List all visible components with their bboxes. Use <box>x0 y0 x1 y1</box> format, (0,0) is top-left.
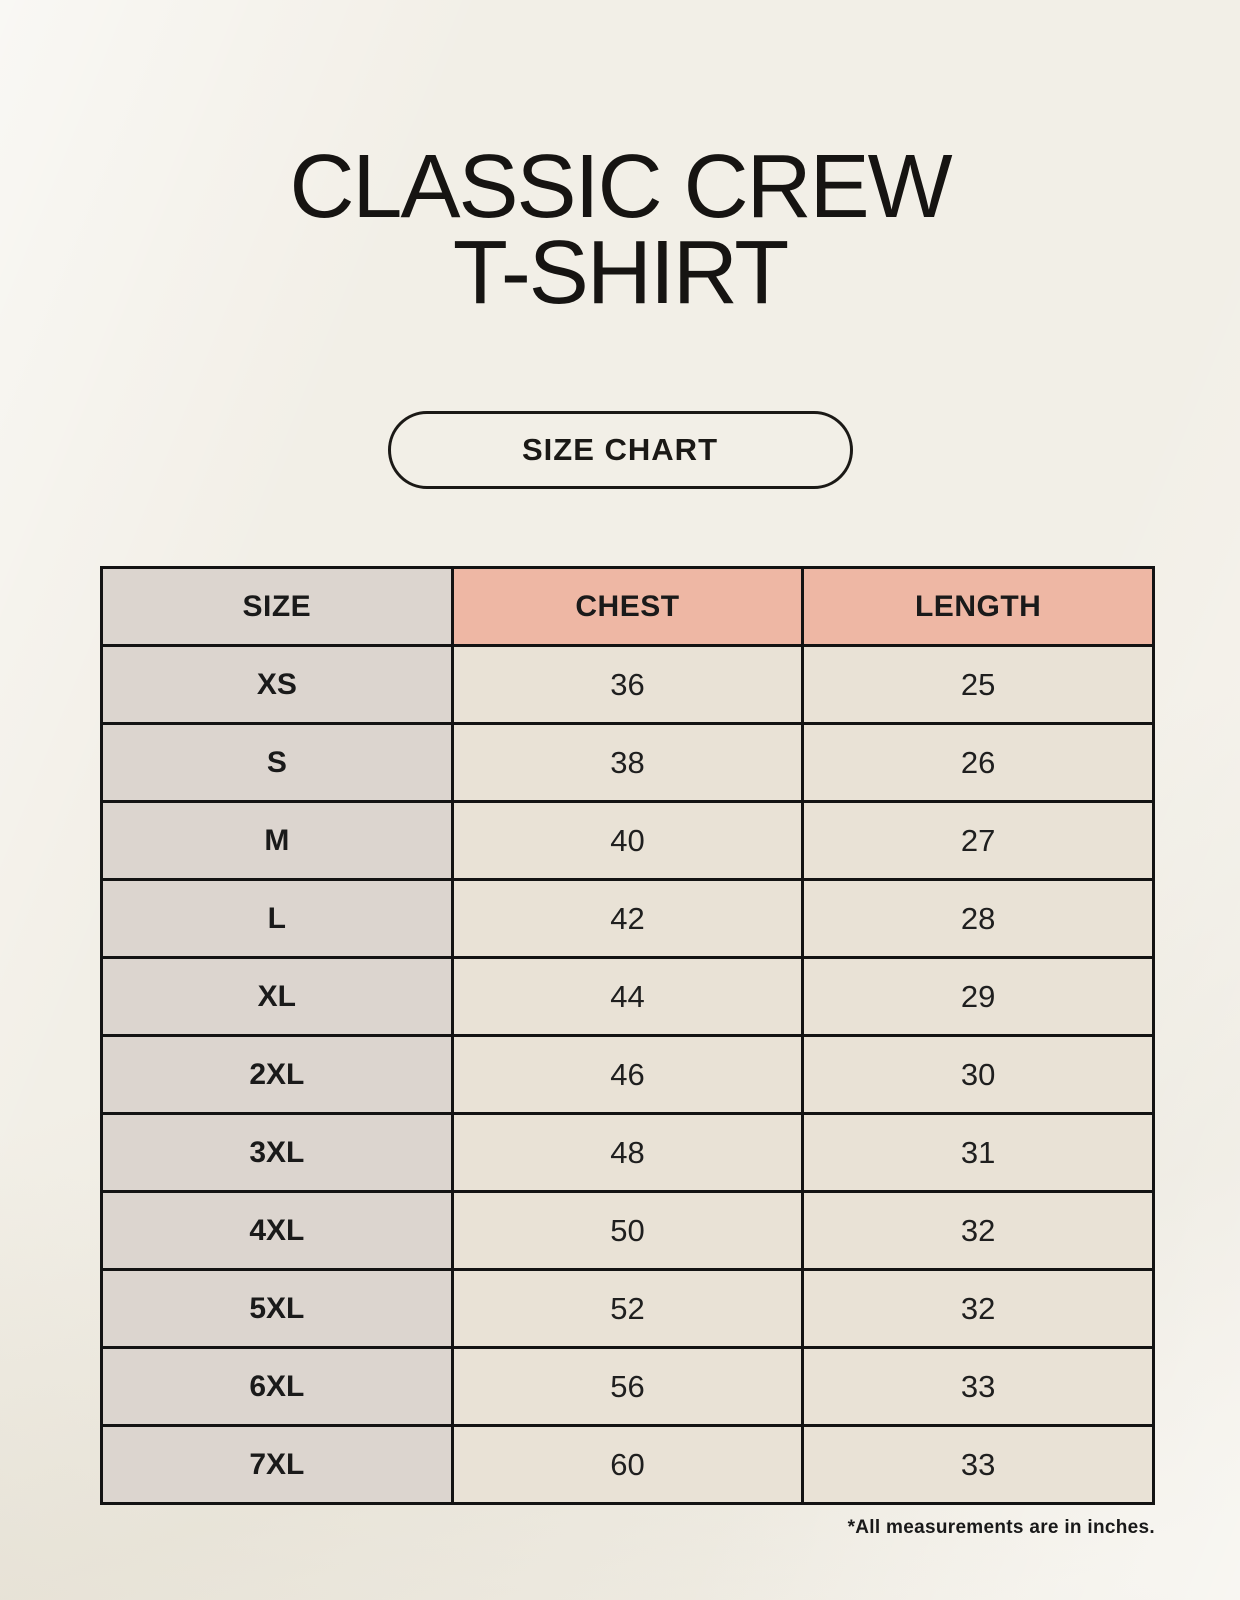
size-cell: S <box>100 722 454 804</box>
length-cell: 27 <box>801 800 1155 882</box>
length-cell: 33 <box>801 1346 1155 1428</box>
chest-cell: 36 <box>450 644 805 726</box>
length-cell: 29 <box>801 956 1155 1038</box>
table-row: S 38 26 <box>100 722 1155 804</box>
length-cell: 30 <box>801 1034 1155 1116</box>
length-cell: 33 <box>801 1424 1155 1506</box>
size-chart-button-label: SIZE CHART <box>522 432 718 468</box>
length-cell: 31 <box>801 1112 1155 1194</box>
size-cell: 7XL <box>100 1424 454 1506</box>
length-cell: 28 <box>801 878 1155 960</box>
chest-cell: 48 <box>450 1112 805 1194</box>
table-row: 4XL 50 32 <box>100 1190 1155 1272</box>
chest-cell: 42 <box>450 878 805 960</box>
size-cell: M <box>100 800 454 882</box>
table-row: M 40 27 <box>100 800 1155 882</box>
chest-cell: 56 <box>450 1346 805 1428</box>
chest-cell: 52 <box>450 1268 805 1350</box>
size-table-container: SIZE CHEST LENGTH XS 36 25 S 38 26 M 40 27 L 42 28 X… <box>100 566 1155 1506</box>
length-cell: 25 <box>801 644 1155 726</box>
size-table-body: XS 36 25 S 38 26 M 40 27 L 42 28 XL 44 29 2XL 46 30 3XL 48 3… <box>100 644 1155 1506</box>
column-header-chest: CHEST <box>450 566 805 648</box>
size-cell: XL <box>100 956 454 1038</box>
measurements-footnote: *All measurements are in inches. <box>847 1517 1155 1539</box>
size-table: SIZE CHEST LENGTH XS 36 25 S 38 26 M 40 27 L 42 28 X… <box>100 566 1155 1506</box>
chest-cell: 60 <box>450 1424 805 1506</box>
size-cell: 2XL <box>100 1034 454 1116</box>
table-row: 7XL 60 33 <box>100 1424 1155 1506</box>
length-cell: 32 <box>801 1190 1155 1272</box>
chest-cell: 40 <box>450 800 805 882</box>
column-header-length: LENGTH <box>801 566 1155 648</box>
table-row: 6XL 56 33 <box>100 1346 1155 1428</box>
table-row: L 42 28 <box>100 878 1155 960</box>
column-header-size: SIZE <box>100 566 454 648</box>
size-cell: 3XL <box>100 1112 454 1194</box>
page-title-line1: CLASSIC CREW <box>289 137 952 238</box>
header-row: SIZE CHEST LENGTH <box>100 566 1155 648</box>
size-cell: 6XL <box>100 1346 454 1428</box>
size-cell: 5XL <box>100 1268 454 1350</box>
page-title-line2: T-SHIRT <box>452 223 789 324</box>
size-chart-button[interactable]: SIZE CHART <box>387 411 853 490</box>
length-cell: 32 <box>801 1268 1155 1350</box>
table-row: 5XL 52 32 <box>100 1268 1155 1350</box>
size-cell: 4XL <box>100 1190 454 1272</box>
chest-cell: 38 <box>450 722 805 804</box>
size-cell: XS <box>100 644 454 726</box>
size-cell: L <box>100 878 454 960</box>
table-row: 3XL 48 31 <box>100 1112 1155 1194</box>
chest-cell: 44 <box>450 956 805 1038</box>
size-table-header: SIZE CHEST LENGTH <box>100 566 1155 648</box>
chest-cell: 46 <box>450 1034 805 1116</box>
table-row: XL 44 29 <box>100 956 1155 1038</box>
length-cell: 26 <box>801 722 1155 804</box>
page-title: CLASSIC CREW T-SHIRT <box>0 60 1240 324</box>
chest-cell: 50 <box>450 1190 805 1272</box>
table-row: XS 36 25 <box>100 644 1155 726</box>
table-row: 2XL 46 30 <box>100 1034 1155 1116</box>
